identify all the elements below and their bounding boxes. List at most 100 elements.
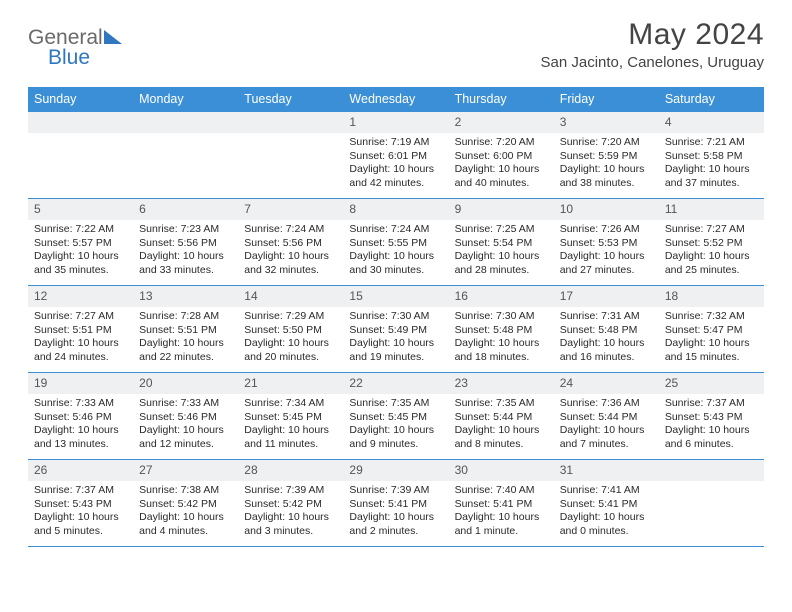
calendar-body: ...1Sunrise: 7:19 AMSunset: 6:01 PMDayli… bbox=[28, 111, 764, 547]
day-number: 17 bbox=[554, 286, 659, 307]
day-cell: 6Sunrise: 7:23 AMSunset: 5:56 PMDaylight… bbox=[133, 199, 238, 285]
day-number: 1 bbox=[343, 112, 448, 133]
logo: General Blue bbox=[28, 24, 138, 73]
day-cell: 28Sunrise: 7:39 AMSunset: 5:42 PMDayligh… bbox=[238, 460, 343, 546]
day-cell: 11Sunrise: 7:27 AMSunset: 5:52 PMDayligh… bbox=[659, 199, 764, 285]
day-number: 11 bbox=[659, 199, 764, 220]
day-cell: 7Sunrise: 7:24 AMSunset: 5:56 PMDaylight… bbox=[238, 199, 343, 285]
week-row: 5Sunrise: 7:22 AMSunset: 5:57 PMDaylight… bbox=[28, 198, 764, 285]
logo-sail-icon bbox=[104, 30, 122, 44]
day-number: 26 bbox=[28, 460, 133, 481]
day-number: 6 bbox=[133, 199, 238, 220]
day-cell: 27Sunrise: 7:38 AMSunset: 5:42 PMDayligh… bbox=[133, 460, 238, 546]
day-body: Sunrise: 7:36 AMSunset: 5:44 PMDaylight:… bbox=[554, 394, 659, 457]
weekday-header: Thursday bbox=[449, 87, 554, 111]
day-number: 25 bbox=[659, 373, 764, 394]
day-body: Sunrise: 7:28 AMSunset: 5:51 PMDaylight:… bbox=[133, 307, 238, 370]
weekday-header: Wednesday bbox=[343, 87, 448, 111]
day-cell: 9Sunrise: 7:25 AMSunset: 5:54 PMDaylight… bbox=[449, 199, 554, 285]
weekday-header: Saturday bbox=[659, 87, 764, 111]
day-number: 13 bbox=[133, 286, 238, 307]
day-body: Sunrise: 7:21 AMSunset: 5:58 PMDaylight:… bbox=[659, 133, 764, 196]
day-cell: . bbox=[133, 112, 238, 198]
day-cell: 31Sunrise: 7:41 AMSunset: 5:41 PMDayligh… bbox=[554, 460, 659, 546]
day-cell: 30Sunrise: 7:40 AMSunset: 5:41 PMDayligh… bbox=[449, 460, 554, 546]
day-body: Sunrise: 7:25 AMSunset: 5:54 PMDaylight:… bbox=[449, 220, 554, 283]
day-body: Sunrise: 7:37 AMSunset: 5:43 PMDaylight:… bbox=[28, 481, 133, 544]
day-cell: 13Sunrise: 7:28 AMSunset: 5:51 PMDayligh… bbox=[133, 286, 238, 372]
day-cell: 3Sunrise: 7:20 AMSunset: 5:59 PMDaylight… bbox=[554, 112, 659, 198]
day-body: Sunrise: 7:19 AMSunset: 6:01 PMDaylight:… bbox=[343, 133, 448, 196]
day-number: 29 bbox=[343, 460, 448, 481]
day-body: Sunrise: 7:39 AMSunset: 5:42 PMDaylight:… bbox=[238, 481, 343, 544]
day-number: . bbox=[238, 112, 343, 133]
day-cell: 1Sunrise: 7:19 AMSunset: 6:01 PMDaylight… bbox=[343, 112, 448, 198]
day-body: Sunrise: 7:22 AMSunset: 5:57 PMDaylight:… bbox=[28, 220, 133, 283]
location: San Jacinto, Canelones, Uruguay bbox=[541, 54, 764, 71]
weekday-header: Monday bbox=[133, 87, 238, 111]
day-body: Sunrise: 7:38 AMSunset: 5:42 PMDaylight:… bbox=[133, 481, 238, 544]
day-cell: 8Sunrise: 7:24 AMSunset: 5:55 PMDaylight… bbox=[343, 199, 448, 285]
day-cell: 12Sunrise: 7:27 AMSunset: 5:51 PMDayligh… bbox=[28, 286, 133, 372]
day-body: Sunrise: 7:34 AMSunset: 5:45 PMDaylight:… bbox=[238, 394, 343, 457]
day-body: Sunrise: 7:33 AMSunset: 5:46 PMDaylight:… bbox=[28, 394, 133, 457]
day-number: 3 bbox=[554, 112, 659, 133]
day-body: Sunrise: 7:30 AMSunset: 5:49 PMDaylight:… bbox=[343, 307, 448, 370]
day-cell: 15Sunrise: 7:30 AMSunset: 5:49 PMDayligh… bbox=[343, 286, 448, 372]
day-number: 23 bbox=[449, 373, 554, 394]
weekday-header: Tuesday bbox=[238, 87, 343, 111]
day-body: Sunrise: 7:31 AMSunset: 5:48 PMDaylight:… bbox=[554, 307, 659, 370]
day-cell: . bbox=[28, 112, 133, 198]
day-number: 20 bbox=[133, 373, 238, 394]
day-cell: 24Sunrise: 7:36 AMSunset: 5:44 PMDayligh… bbox=[554, 373, 659, 459]
logo-word2: Blue bbox=[48, 46, 90, 68]
day-body: Sunrise: 7:30 AMSunset: 5:48 PMDaylight:… bbox=[449, 307, 554, 370]
week-row: ...1Sunrise: 7:19 AMSunset: 6:01 PMDayli… bbox=[28, 111, 764, 198]
day-cell: 5Sunrise: 7:22 AMSunset: 5:57 PMDaylight… bbox=[28, 199, 133, 285]
day-cell: . bbox=[659, 460, 764, 546]
day-number: 9 bbox=[449, 199, 554, 220]
week-row: 12Sunrise: 7:27 AMSunset: 5:51 PMDayligh… bbox=[28, 285, 764, 372]
day-cell: 10Sunrise: 7:26 AMSunset: 5:53 PMDayligh… bbox=[554, 199, 659, 285]
day-body: Sunrise: 7:27 AMSunset: 5:52 PMDaylight:… bbox=[659, 220, 764, 283]
day-number: 10 bbox=[554, 199, 659, 220]
logo-svg: General Blue bbox=[28, 24, 138, 68]
weekday-header: Friday bbox=[554, 87, 659, 111]
day-number: 31 bbox=[554, 460, 659, 481]
day-body: Sunrise: 7:29 AMSunset: 5:50 PMDaylight:… bbox=[238, 307, 343, 370]
week-row: 26Sunrise: 7:37 AMSunset: 5:43 PMDayligh… bbox=[28, 459, 764, 547]
day-cell: 19Sunrise: 7:33 AMSunset: 5:46 PMDayligh… bbox=[28, 373, 133, 459]
day-number: 5 bbox=[28, 199, 133, 220]
day-body: Sunrise: 7:20 AMSunset: 6:00 PMDaylight:… bbox=[449, 133, 554, 196]
day-number: 19 bbox=[28, 373, 133, 394]
calendar: SundayMondayTuesdayWednesdayThursdayFrid… bbox=[28, 87, 764, 547]
day-cell: 14Sunrise: 7:29 AMSunset: 5:50 PMDayligh… bbox=[238, 286, 343, 372]
day-cell: 22Sunrise: 7:35 AMSunset: 5:45 PMDayligh… bbox=[343, 373, 448, 459]
day-number: . bbox=[133, 112, 238, 133]
day-body: Sunrise: 7:41 AMSunset: 5:41 PMDaylight:… bbox=[554, 481, 659, 544]
day-cell: 4Sunrise: 7:21 AMSunset: 5:58 PMDaylight… bbox=[659, 112, 764, 198]
day-cell: 16Sunrise: 7:30 AMSunset: 5:48 PMDayligh… bbox=[449, 286, 554, 372]
week-row: 19Sunrise: 7:33 AMSunset: 5:46 PMDayligh… bbox=[28, 372, 764, 459]
day-number: 4 bbox=[659, 112, 764, 133]
day-number: 24 bbox=[554, 373, 659, 394]
day-body: Sunrise: 7:24 AMSunset: 5:56 PMDaylight:… bbox=[238, 220, 343, 283]
day-cell: 23Sunrise: 7:35 AMSunset: 5:44 PMDayligh… bbox=[449, 373, 554, 459]
day-body: Sunrise: 7:27 AMSunset: 5:51 PMDaylight:… bbox=[28, 307, 133, 370]
day-number: 30 bbox=[449, 460, 554, 481]
day-number: 16 bbox=[449, 286, 554, 307]
day-body: Sunrise: 7:39 AMSunset: 5:41 PMDaylight:… bbox=[343, 481, 448, 544]
title-block: May 2024 San Jacinto, Canelones, Uruguay bbox=[541, 18, 764, 71]
day-number: 12 bbox=[28, 286, 133, 307]
day-cell: 20Sunrise: 7:33 AMSunset: 5:46 PMDayligh… bbox=[133, 373, 238, 459]
day-number: . bbox=[28, 112, 133, 133]
day-cell: 25Sunrise: 7:37 AMSunset: 5:43 PMDayligh… bbox=[659, 373, 764, 459]
day-body: Sunrise: 7:33 AMSunset: 5:46 PMDaylight:… bbox=[133, 394, 238, 457]
month-title: May 2024 bbox=[541, 18, 764, 52]
day-number: 27 bbox=[133, 460, 238, 481]
day-body: Sunrise: 7:35 AMSunset: 5:44 PMDaylight:… bbox=[449, 394, 554, 457]
weekday-header-row: SundayMondayTuesdayWednesdayThursdayFrid… bbox=[28, 87, 764, 111]
day-number: 28 bbox=[238, 460, 343, 481]
day-body: Sunrise: 7:40 AMSunset: 5:41 PMDaylight:… bbox=[449, 481, 554, 544]
day-number: 7 bbox=[238, 199, 343, 220]
